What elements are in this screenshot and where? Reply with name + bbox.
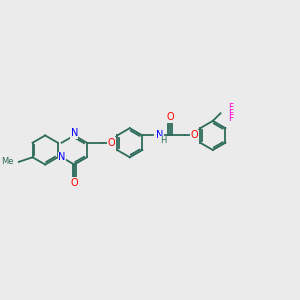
Text: N: N: [70, 128, 78, 138]
Text: N: N: [156, 130, 164, 140]
Text: H: H: [160, 136, 167, 145]
Text: N: N: [58, 152, 65, 162]
Text: F: F: [228, 103, 233, 112]
Text: O: O: [108, 138, 115, 148]
Text: F: F: [228, 109, 233, 118]
Text: O: O: [166, 112, 174, 122]
Text: O: O: [70, 178, 78, 188]
Text: O: O: [191, 130, 198, 140]
Text: Me: Me: [1, 158, 13, 166]
Text: F: F: [228, 114, 233, 123]
